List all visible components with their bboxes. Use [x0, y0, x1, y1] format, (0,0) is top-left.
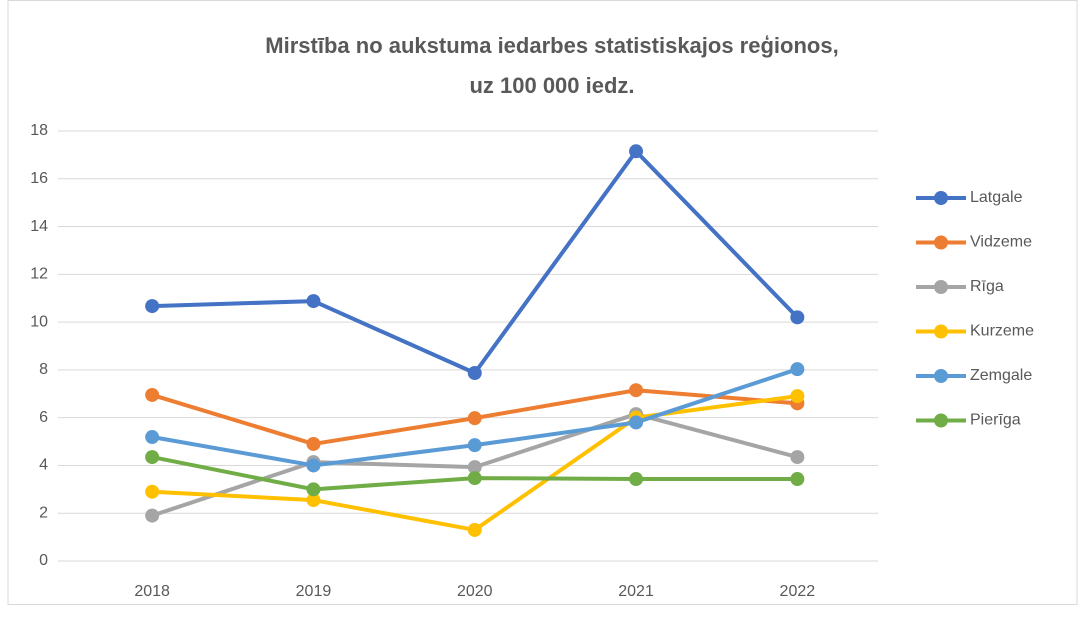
data-point	[467, 365, 482, 380]
data-point	[790, 450, 805, 465]
data-point	[467, 522, 482, 537]
legend-label: Pierīga	[970, 412, 1021, 429]
y-tick-label: 12	[30, 266, 48, 283]
chart-title: uz 100 000 iedz.	[469, 73, 634, 98]
legend-label: Vidzeme	[970, 234, 1032, 251]
x-tick-label: 2021	[618, 583, 654, 600]
data-point	[790, 472, 805, 487]
data-point	[790, 362, 805, 377]
chart-title: Mirstība no aukstuma iedarbes statistisk…	[265, 33, 838, 58]
data-point	[629, 415, 644, 430]
data-point	[306, 436, 321, 451]
y-tick-label: 14	[30, 218, 48, 235]
x-tick-label: 2018	[134, 583, 170, 600]
y-tick-label: 2	[39, 504, 48, 521]
data-point	[790, 389, 805, 404]
data-point	[145, 299, 160, 314]
y-tick-label: 0	[39, 552, 48, 569]
legend-label: Rīga	[970, 278, 1004, 295]
data-point	[629, 383, 644, 398]
legend-marker	[934, 191, 948, 205]
data-point	[145, 484, 160, 499]
y-tick-label: 6	[39, 409, 48, 426]
x-tick-label: 2019	[296, 583, 332, 600]
legend-label: Kurzeme	[970, 323, 1034, 340]
x-tick-label: 2022	[780, 583, 816, 600]
data-point	[145, 508, 160, 523]
data-point	[306, 458, 321, 473]
legend-marker	[934, 280, 948, 294]
legend-label: Latgale	[970, 189, 1023, 206]
legend-marker	[934, 235, 948, 250]
y-tick-label: 16	[30, 170, 48, 187]
legend-marker	[934, 413, 948, 428]
data-point	[467, 438, 482, 453]
data-point	[145, 430, 160, 445]
data-point	[629, 472, 644, 487]
y-tick-label: 18	[30, 122, 48, 139]
data-point	[790, 310, 805, 325]
legend-label: Zemgale	[970, 367, 1032, 384]
legend-marker	[934, 324, 948, 339]
data-point	[306, 493, 321, 508]
y-tick-label: 4	[39, 457, 48, 474]
data-point	[306, 294, 321, 309]
y-tick-label: 8	[39, 361, 48, 378]
data-point	[467, 460, 482, 475]
data-point	[145, 387, 160, 402]
data-point	[467, 411, 482, 426]
data-point	[145, 450, 160, 465]
data-point	[467, 471, 482, 486]
legend-marker	[934, 369, 948, 383]
data-point	[629, 144, 644, 159]
x-tick-label: 2020	[457, 583, 493, 600]
data-point	[306, 482, 321, 497]
y-tick-label: 10	[30, 313, 48, 330]
